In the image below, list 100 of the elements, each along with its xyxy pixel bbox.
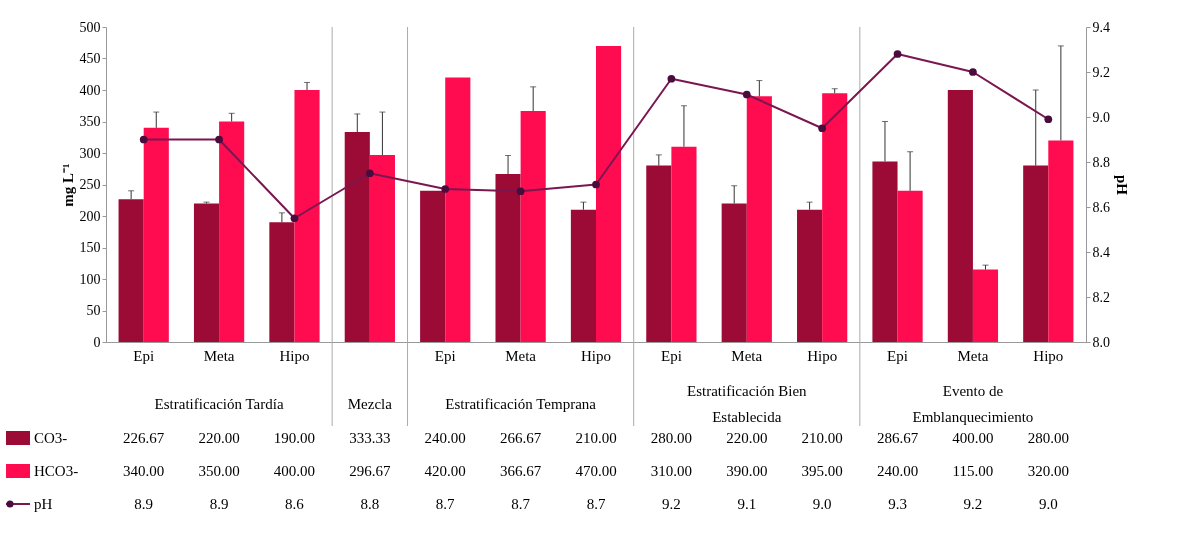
x-tick-label: Meta [505, 347, 537, 364]
data-label: 296.67 [349, 463, 391, 479]
data-label: 240.00 [876, 463, 919, 479]
bar [1023, 165, 1049, 342]
bar [797, 209, 823, 342]
data-label: 470.00 [575, 463, 617, 479]
data-label: 9.2 [662, 496, 681, 512]
bar [570, 209, 596, 342]
data-label: 8.9 [134, 496, 154, 512]
data-label: 190.00 [273, 430, 316, 446]
y2-tick-label: 8.0 [1092, 334, 1110, 350]
data-label: 210.00 [801, 430, 843, 446]
bar [1048, 140, 1074, 342]
bar [219, 121, 245, 342]
data-label: 390.00 [726, 463, 768, 479]
data-label: 210.00 [575, 430, 617, 446]
bar [118, 199, 144, 342]
data-label: 8.7 [435, 496, 456, 512]
point [1044, 115, 1053, 124]
point [516, 187, 525, 196]
legend-label: pH [34, 496, 53, 512]
bar [671, 146, 697, 342]
data-label: 9.3 [888, 496, 907, 512]
bar [746, 96, 772, 342]
data-label: 320.00 [1027, 463, 1069, 479]
data-label: 420.00 [424, 463, 466, 479]
bar [520, 111, 546, 342]
data-label: 9.2 [963, 496, 983, 512]
bar [646, 165, 672, 342]
y-tick-label: 450 [79, 51, 101, 66]
text: Estratificación Bien Establecida [687, 383, 808, 425]
y-axis-title: mg L⁻¹ [59, 163, 76, 207]
data-label: 8.7 [511, 496, 531, 512]
point [893, 50, 902, 58]
x-tick-label: Hipo [279, 347, 310, 364]
bar [721, 203, 747, 342]
point [969, 68, 977, 76]
data-label: 395.00 [801, 463, 843, 479]
point [290, 214, 299, 223]
data-label: 8.8 [360, 496, 380, 512]
text: Estratificación Tardía [154, 396, 284, 412]
data-label: 9.1 [737, 496, 757, 512]
y2-tick-label: 9.2 [1092, 64, 1110, 80]
x-tick-label: Hipo [1033, 347, 1064, 364]
data-label: 280.00 [1027, 430, 1069, 446]
text: Estratificación Temprana [445, 396, 597, 412]
bar [269, 222, 295, 342]
data-label: 280.00 [650, 430, 693, 446]
x-tick-label: Meta [731, 347, 763, 364]
x-tick-label: Hipo [581, 347, 611, 364]
data-label: 8.9 [209, 496, 229, 512]
data-label: 226.67 [123, 430, 165, 446]
text: Evento de Emblanquecimiento [912, 383, 1034, 425]
bar [369, 155, 395, 342]
bar [495, 174, 521, 342]
data-label: 400.00 [952, 430, 994, 446]
y2-tick-label: 9.4 [1092, 19, 1110, 35]
x-tick-label: Hipo [807, 347, 838, 364]
data-label: 366.67 [499, 463, 542, 479]
y2-tick-label: 8.2 [1092, 289, 1110, 305]
data-label: 266.67 [499, 430, 542, 446]
legend-label: CO3- [34, 430, 68, 446]
bar [872, 161, 898, 342]
point [818, 124, 827, 133]
data-label: 310.00 [650, 463, 693, 479]
point [365, 169, 374, 178]
y2-axis-title: pH [1114, 174, 1130, 196]
point [441, 185, 450, 193]
y2-tick-label: 8.6 [1092, 199, 1110, 215]
bar [143, 127, 169, 342]
point [215, 135, 223, 144]
point [742, 90, 751, 99]
data-label: 220.00 [726, 430, 768, 446]
bar [294, 90, 320, 342]
x-tick-label: Meta [957, 347, 989, 364]
y2-tick-label: 8.8 [1092, 154, 1110, 170]
y-tick-label: 500 [79, 19, 101, 35]
point [592, 180, 600, 189]
legend-label: HCO3- [34, 463, 79, 479]
y2-tick-label: 9.0 [1092, 109, 1110, 125]
y-tick-label: 350 [79, 114, 101, 129]
text: Mezcla [347, 396, 393, 412]
y2-tick-label: 8.4 [1092, 244, 1110, 260]
data-label: 8.6 [285, 496, 305, 512]
x-tick-label: Meta [203, 347, 235, 364]
point [139, 135, 148, 144]
bar [972, 269, 999, 342]
bar [897, 190, 923, 342]
data-label: 9.0 [1038, 496, 1058, 512]
bar [420, 190, 446, 342]
y-tick-label: 0 [93, 334, 101, 350]
y-tick-label: 150 [79, 240, 101, 255]
data-label: 340.00 [123, 463, 165, 479]
bar [193, 203, 220, 342]
data-label: 9.0 [812, 496, 832, 512]
bar [344, 132, 370, 342]
x-tick-label: Epi [887, 347, 908, 364]
data-label: 350.00 [198, 463, 240, 479]
y-tick-label: 400 [79, 82, 101, 98]
bar [947, 90, 973, 342]
